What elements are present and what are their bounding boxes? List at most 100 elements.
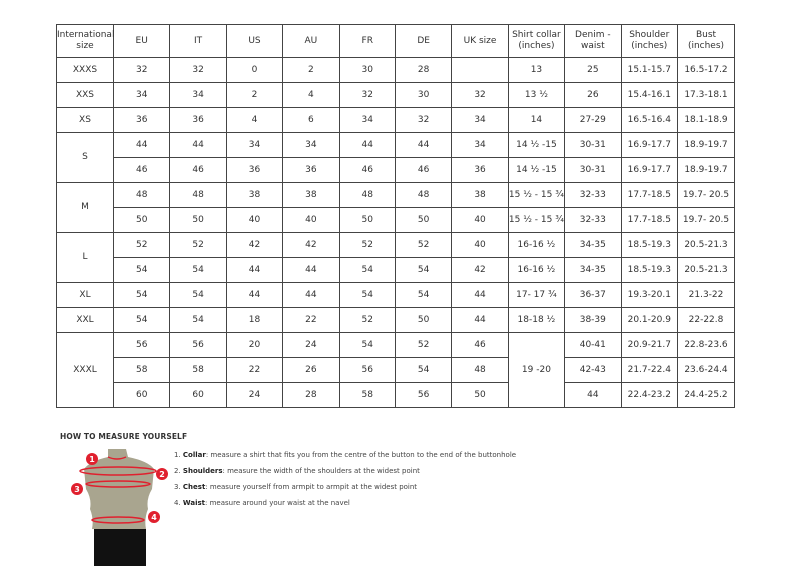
table-cell: 30	[394, 82, 453, 108]
table-cell: 48	[451, 357, 509, 383]
table-cell: 40	[451, 207, 509, 233]
table-cell: 16.5-17.2	[677, 57, 735, 83]
table-cell: 17.3-18.1	[677, 82, 735, 108]
table-cell: 38	[451, 182, 509, 208]
table-cell: 36	[112, 107, 171, 133]
table-row: XL 54 54 44 44 54 54 44 17- 17 ¾ 36-37 19.3-20.1 21…	[56, 282, 735, 308]
table-cell: 44	[169, 132, 227, 158]
table-cell: 16.9-17.7	[620, 132, 679, 158]
collar-merged-cell: 19 -20	[507, 332, 566, 408]
measure-steps: 1. Collar: measure a shirt that fits you…	[174, 451, 516, 515]
header-row: International size EU IT US AU FR DE UK size Shi…	[56, 24, 735, 58]
table-cell: 36-37	[564, 282, 622, 308]
table-cell: 42	[451, 257, 509, 283]
table-cell: 4	[282, 82, 340, 108]
table-cell: 46	[338, 157, 396, 183]
table-cell: 54	[169, 257, 227, 283]
table-cell: 14	[507, 107, 566, 133]
table-row: 50 50 40 40 50 50 40 15 ½ - 15 ¾ 32-33 17.7-18.5 1…	[57, 207, 735, 233]
table-cell: 48	[338, 182, 396, 208]
table-row: M 48 48 38 38 48 48 38 15 ½ - 15 ¾ 32-33 17.7-18.5…	[56, 182, 735, 233]
table-cell: 54	[394, 357, 453, 383]
table-cell: 19.7- 20.5	[677, 207, 735, 233]
table-cell: 18.9-19.7	[677, 157, 735, 183]
table-cell: 14 ½ -15	[507, 157, 566, 183]
table-cell: 22	[225, 357, 284, 383]
table-cell: 60	[169, 382, 227, 408]
step-shoulders: 2. Shoulders: measure the width of the s…	[174, 467, 420, 475]
table-cell: 38	[282, 182, 340, 208]
table-cell: 48	[169, 182, 227, 208]
table-cell: 32	[338, 82, 396, 108]
table-cell: 22	[282, 307, 340, 333]
table-cell: 20.9-21.7	[620, 332, 679, 358]
table-cell: 54	[394, 282, 453, 308]
table-cell: 48	[112, 182, 171, 208]
table-cell: 32	[169, 57, 227, 83]
table-row: XS 36 36 4 6 34 32 34 14 27-29 16.5-16.4 18.1-18.9	[56, 107, 735, 133]
table-cell: 36	[451, 157, 509, 183]
table-cell: 32-33	[564, 182, 622, 208]
table-cell: 0	[225, 57, 284, 83]
table-cell: 20	[225, 332, 284, 358]
table-cell: 40	[282, 207, 340, 233]
table-cell: 50	[112, 207, 171, 233]
table-cell: 22.8-23.6	[677, 332, 735, 358]
size-label-cell: XXXS	[56, 57, 114, 83]
table-cell: 26	[564, 82, 622, 108]
table-cell: 52	[394, 232, 453, 258]
table-cell: 46	[112, 157, 171, 183]
table-cell: 22-22.8	[677, 307, 735, 333]
table-cell: 52	[338, 232, 396, 258]
table-cell: 21.3-22	[677, 282, 735, 308]
table-cell: 18	[225, 307, 284, 333]
table-cell: 56	[112, 332, 171, 358]
table-cell: 14 ½ -15	[507, 132, 566, 158]
size-label-cell: M	[56, 182, 114, 233]
table-cell: 17- 17 ¾	[507, 282, 566, 308]
step-chest: 3. Chest: measure yourself from armpit t…	[174, 483, 418, 491]
table-cell: 44	[451, 282, 509, 308]
table-cell: 15 ½ - 15 ¾	[507, 207, 566, 233]
column-header: IT	[169, 24, 227, 58]
table-cell: 32	[394, 107, 453, 133]
table-cell: 50	[451, 382, 509, 408]
table-cell: 46	[169, 157, 227, 183]
table-cell: 16-16 ½	[507, 232, 566, 258]
table-cell: 15.1-15.7	[620, 57, 679, 83]
table-cell: 50	[394, 307, 453, 333]
step-waist: 4. Waist: measure around your waist at t…	[174, 499, 350, 507]
size-label-cell: XS	[56, 107, 114, 133]
table-cell: 24.4-25.2	[677, 382, 735, 408]
table-cell: 54	[112, 307, 171, 333]
table-cell: 40-41	[564, 332, 622, 358]
table-row: XXXS 32 32 0 2 30 28 13 25 15.1-15.7 16.5-17.2	[56, 57, 735, 83]
size-label-cell: XXXL	[56, 332, 114, 408]
column-header: Denim - waist	[564, 24, 622, 58]
table-row: XXL 54 54 18 22 52 50 44 18-18 ½ 38-39 20.1-20.9 22…	[56, 307, 735, 333]
table-row: 54 54 44 44 54 54 42 16-16 ½ 34-35 18.5-19.3 20.5-…	[57, 257, 735, 283]
table-cell: 34	[451, 107, 509, 133]
table-cell: 16.9-17.7	[620, 157, 679, 183]
table-cell: 46	[394, 157, 453, 183]
table-cell: 54	[169, 282, 227, 308]
table-cell: 22.4-23.2	[620, 382, 679, 408]
table-cell: 18.9-19.7	[677, 132, 735, 158]
table-cell: 34-35	[564, 232, 622, 258]
table-cell: 18.5-19.3	[620, 232, 679, 258]
table-cell: 24	[225, 382, 284, 408]
table-cell: 2	[225, 82, 284, 108]
table-cell: 44	[112, 132, 171, 158]
table-cell: 56	[338, 357, 396, 383]
how-to-measure-section: HOW TO MEASURE YOURSELF	[60, 432, 187, 441]
table-cell: 40	[451, 232, 509, 258]
column-header: Bust (inches)	[677, 24, 735, 58]
table-row: 58 58 22 26 56 54 48 42-43 21.7-22.4 23.6-24.4	[57, 357, 735, 383]
table-cell: 13 ½	[507, 82, 566, 108]
table-cell: 36	[225, 157, 284, 183]
table-cell: 42-43	[564, 357, 622, 383]
table-cell: 18.5-19.3	[620, 257, 679, 283]
table-cell: 23.6-24.4	[677, 357, 735, 383]
table-cell: 34	[169, 82, 227, 108]
table-cell: 44	[338, 132, 396, 158]
